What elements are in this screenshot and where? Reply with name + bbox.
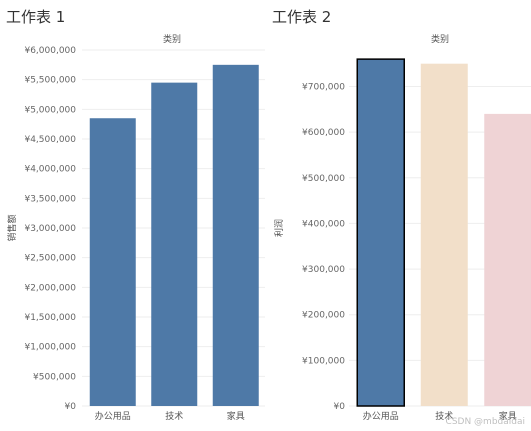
x-category-label: 办公用品 xyxy=(363,410,399,422)
bar-技术[interactable] xyxy=(151,82,198,406)
bar-家具[interactable] xyxy=(484,113,531,407)
y-tick-label: ¥700,000 xyxy=(302,83,345,93)
bar-技术[interactable] xyxy=(420,63,468,406)
y-tick-label: ¥3,500,000 xyxy=(24,194,76,204)
y-tick-label: ¥4,500,000 xyxy=(24,135,76,145)
chart-title: 工作表 2 xyxy=(272,8,331,26)
y-tick-label: ¥5,000,000 xyxy=(24,105,76,115)
y-tick-label: ¥500,000 xyxy=(302,174,345,184)
y-tick-label: ¥2,000,000 xyxy=(24,283,76,293)
y-tick-label: ¥1,000,000 xyxy=(24,343,76,353)
x-category-label: 技术 xyxy=(435,410,453,422)
y-tick-label: ¥4,000,000 xyxy=(24,165,76,175)
x-category-label: 办公用品 xyxy=(95,410,131,422)
y-tick-label: ¥6,000,000 xyxy=(24,46,76,56)
y-tick-label: ¥500,000 xyxy=(33,372,76,382)
y-tick-label: ¥100,000 xyxy=(302,356,345,366)
y-tick-label: ¥600,000 xyxy=(302,128,345,138)
column-header: 类别 xyxy=(431,33,449,45)
y-tick-label: ¥2,500,000 xyxy=(24,254,76,264)
y-tick-label: ¥3,000,000 xyxy=(24,224,76,234)
x-category-label: 家具 xyxy=(499,410,517,422)
y-tick-label: ¥5,500,000 xyxy=(24,76,76,86)
chart-title: 工作表 1 xyxy=(6,8,65,26)
y-axis-label: 利润 xyxy=(273,219,285,237)
column-header: 类别 xyxy=(163,33,181,45)
watermark: CSDN @mbdaidai xyxy=(445,417,525,427)
chart-sheet2: 工作表 2 类别 利润 ¥0 ¥100,000 ¥200,000 ¥300,000 ¥4… xyxy=(272,8,531,422)
chart-sheet1: 工作表 1 类别 销售额 ¥0 ¥500,000 ¥1,000,000 ¥1,500,… xyxy=(6,8,265,422)
x-category-label: 家具 xyxy=(227,410,245,422)
bar-办公用品[interactable] xyxy=(356,58,405,407)
y-tick-label: ¥0 xyxy=(65,402,77,412)
y-tick-label: ¥1,500,000 xyxy=(24,313,76,323)
y-tick-label: ¥400,000 xyxy=(302,219,345,229)
y-tick-label: ¥0 xyxy=(334,402,346,412)
y-axis-label: 销售额 xyxy=(6,214,18,241)
y-tick-label: ¥200,000 xyxy=(302,311,345,321)
x-category-label: 技术 xyxy=(165,410,183,422)
bar-家具[interactable] xyxy=(212,64,259,406)
bar-办公用品[interactable] xyxy=(89,118,136,406)
y-tick-label: ¥300,000 xyxy=(302,265,345,275)
